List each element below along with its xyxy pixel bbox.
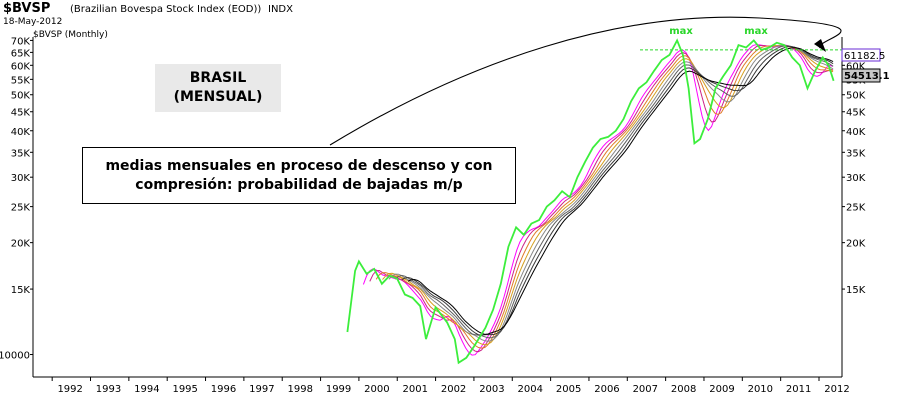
moving-average-ribbon	[362, 44, 834, 356]
x-tick-label: 2001	[403, 384, 428, 395]
ma-value-label: 61182.5	[844, 51, 885, 62]
x-tick-label: 2000	[364, 384, 389, 395]
y-tick-label-right: 50K	[846, 91, 866, 102]
price-series	[346, 38, 835, 365]
country-title-line1: BRASIL	[189, 70, 247, 86]
symbol-title: $BVSP	[3, 1, 51, 16]
annotation-arrow	[329, 16, 842, 146]
y-tick-label-left: 70K	[11, 36, 31, 47]
x-axis: 1992 1993 1994 1995 1996 1997 1998 1999 2000 2001…	[51, 377, 850, 395]
y-tick-label-right: 20K	[846, 239, 866, 250]
y-tick-label-left: 25K	[11, 203, 31, 214]
max-level-markers: max max	[640, 26, 842, 51]
max-label-2: max	[744, 26, 768, 37]
y-tick-label-right: 60K	[846, 61, 866, 72]
y-tick-label-left: 30K	[11, 173, 31, 184]
x-tick-label: 1998	[287, 384, 312, 395]
x-tick-label: 1992	[57, 384, 82, 395]
x-tick-label: 1999	[326, 384, 351, 395]
x-tick-label: 2005	[556, 384, 581, 395]
x-tick-label: 1993	[96, 384, 121, 395]
symbol-description: (Brazilian Bovespa Stock Index (EOD))	[70, 4, 262, 15]
y-tick-label-right: 40K	[846, 127, 866, 138]
price-line	[346, 38, 835, 365]
comment-box: medias mensuales en proceso de descenso …	[82, 147, 516, 204]
moving-average-line	[382, 44, 834, 346]
price-value-box	[841, 68, 881, 83]
moving-average-line	[369, 44, 834, 353]
moving-average-line	[401, 46, 834, 336]
max-label-1: max	[669, 26, 693, 37]
y-tick-label-left: 45K	[11, 108, 31, 119]
y-tick-label-left: 10000	[0, 351, 30, 362]
curved-arrow	[329, 16, 842, 146]
y-tick-label-right: 15K	[846, 285, 866, 296]
ma-value-box	[841, 48, 881, 62]
moving-average-line	[407, 47, 834, 335]
exchange-label: INDX	[268, 4, 293, 15]
x-tick-label: 1997	[249, 384, 274, 395]
y-tick-label-left: 15K	[11, 285, 31, 296]
last-value-labels: 61182.5 54513.1	[841, 48, 890, 83]
y-tick-label-left: 50K	[11, 91, 31, 102]
arrow-head	[814, 39, 826, 52]
y-tick-label-left: 40K	[11, 127, 31, 138]
x-tick-label: 2009	[709, 384, 734, 395]
price-value-label: 54513.1	[844, 71, 890, 82]
series-label: $BVSP (Monthly)	[33, 30, 108, 40]
y-tick-label-right: 35K	[846, 148, 866, 159]
country-title-line2: (MENSUAL)	[173, 89, 263, 105]
comment-line2: compresión: probabilidad de bajadas m/p	[135, 176, 463, 193]
x-tick-label: 1995	[172, 384, 197, 395]
x-tick-label: 1994	[134, 384, 159, 395]
y-tick-label-left: 35K	[11, 148, 31, 159]
x-tick-label: 2011	[786, 384, 811, 395]
x-tick-label: 2012	[824, 384, 849, 395]
y-tick-label-right: 30K	[846, 173, 866, 184]
moving-average-line	[394, 45, 834, 339]
moving-average-line	[388, 44, 834, 342]
y-tick-label-left: 20K	[11, 239, 31, 250]
x-tick-label: 2002	[441, 384, 466, 395]
x-tick-label: 2007	[633, 384, 658, 395]
country-title-box: BRASIL (MENSUAL)	[155, 64, 281, 112]
x-tick-label: 2003	[479, 384, 504, 395]
y-tick-label-right: 25K	[846, 203, 866, 214]
chart-date: 18-May-2012	[3, 17, 63, 27]
moving-average-line	[362, 44, 834, 356]
x-tick-label: 2008	[671, 384, 696, 395]
comment-line1: medias mensuales en proceso de descenso …	[105, 157, 493, 174]
y-tick-label-right: 45K	[846, 108, 866, 119]
y-tick-label-left: 55K	[11, 75, 31, 86]
x-tick-label: 1996	[211, 384, 236, 395]
x-tick-label: 2004	[518, 384, 543, 395]
y-tick-label-left: 60K	[11, 61, 31, 72]
x-tick-label: 2006	[594, 384, 619, 395]
x-tick-label: 2010	[748, 384, 773, 395]
y-tick-label-left: 65K	[11, 48, 31, 59]
